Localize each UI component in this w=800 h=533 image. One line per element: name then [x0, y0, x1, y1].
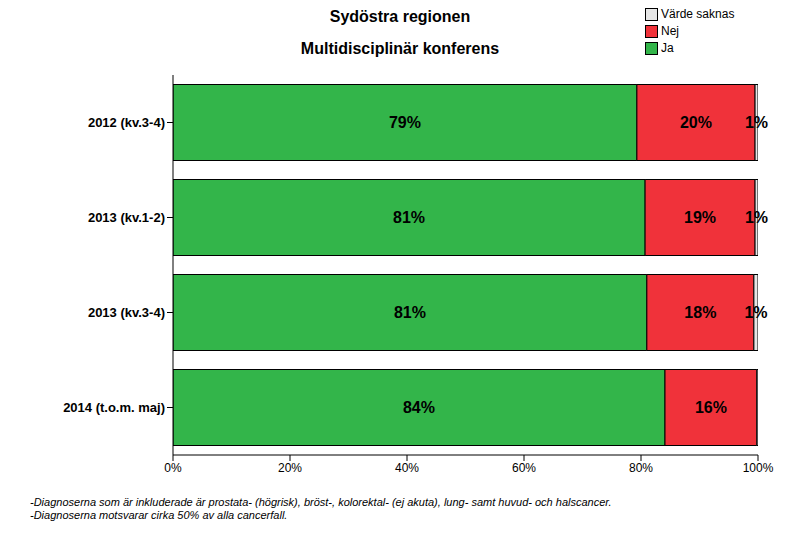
html-text:Värde saknas: Värde saknas [661, 7, 735, 21]
html-text:Sydöstra regionen: Sydöstra regionen [329, 8, 471, 25]
svg-text:19%: 19% [684, 209, 716, 226]
svg-text:1%: 1% [744, 304, 767, 321]
svg-text:20%: 20% [680, 114, 712, 131]
svg-text:81%: 81% [393, 209, 425, 226]
svg-text:80%: 80% [629, 461, 653, 475]
svg-text:79%: 79% [389, 114, 421, 131]
svg-text:2013 (kv.3-4): 2013 (kv.3-4) [88, 305, 165, 320]
html-text:-Diagnoserna som är inkluderad: -Diagnoserna som är inkluderade är prost… [30, 496, 612, 508]
svg-text:0%: 0% [164, 461, 182, 475]
svg-text:1%: 1% [745, 209, 768, 226]
html-text:-Diagnoserna motsvarar cirka 5: -Diagnoserna motsvarar cirka 50% av alla… [30, 509, 288, 521]
svg-text:16%: 16% [695, 399, 727, 416]
svg-text:2013 (kv.1-2): 2013 (kv.1-2) [88, 210, 165, 225]
svg-text:84%: 84% [403, 399, 435, 416]
svg-text:81%: 81% [394, 304, 426, 321]
svg-text:60%: 60% [512, 461, 536, 475]
html-text:Nej: Nej [661, 24, 679, 38]
svg-text:1%: 1% [745, 114, 768, 131]
svg-text:40%: 40% [395, 461, 419, 475]
svg-text:18%: 18% [684, 304, 716, 321]
svg-text:100%: 100% [743, 461, 774, 475]
html-text:Ja: Ja [661, 41, 674, 55]
svg-text:2012 (kv.3-4): 2012 (kv.3-4) [88, 115, 165, 130]
svg-text:20%: 20% [278, 461, 302, 475]
svg-text:2014 (t.o.m. maj): 2014 (t.o.m. maj) [63, 400, 165, 415]
html-text:Multidisciplinär konferens: Multidisciplinär konferens [300, 40, 500, 57]
